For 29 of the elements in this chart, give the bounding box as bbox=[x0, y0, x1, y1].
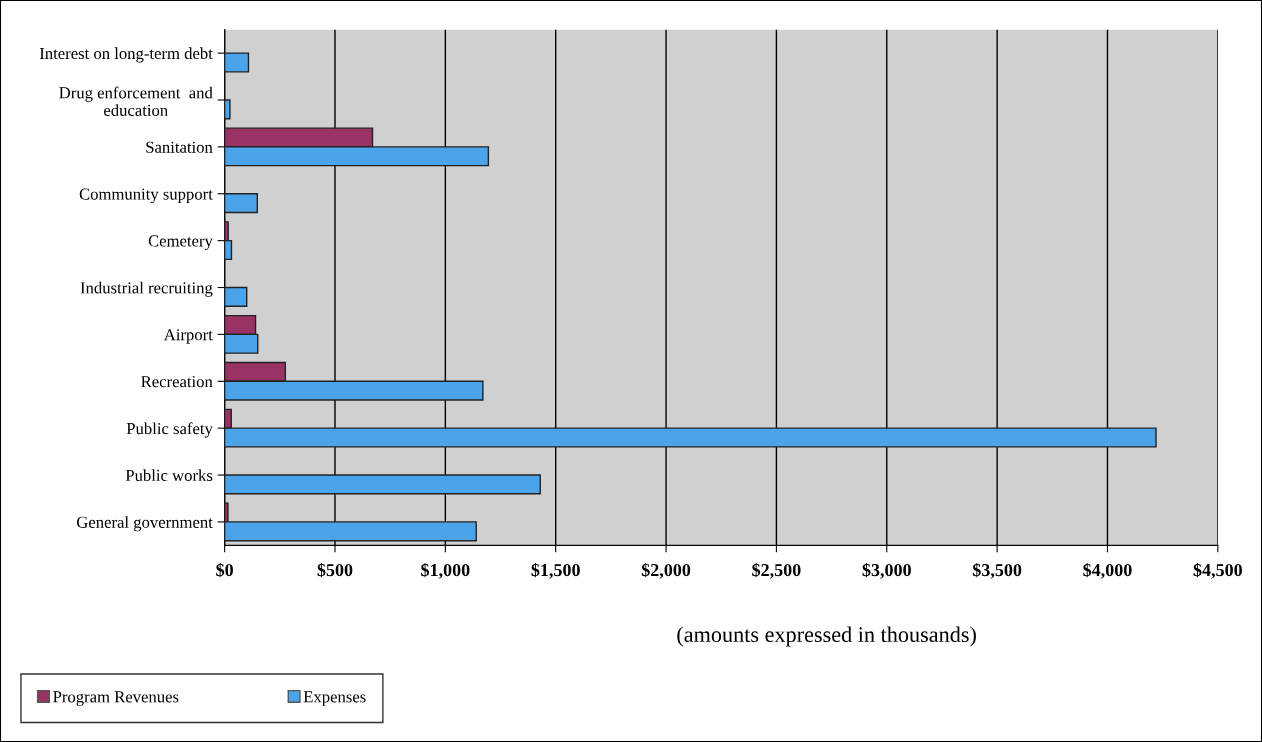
legend-label: Program Revenues bbox=[53, 691, 179, 706]
x-tick-label: $4,000 bbox=[1083, 562, 1132, 579]
bar bbox=[224, 52, 250, 73]
bar bbox=[224, 99, 231, 120]
y-tick-label: Cemetery bbox=[148, 235, 213, 250]
y-tick-label: General government bbox=[77, 516, 213, 532]
x-tick-label: $500 bbox=[317, 562, 353, 578]
x-tick-label: $1,500 bbox=[531, 562, 580, 579]
y-tick-label: Public safety bbox=[126, 422, 213, 438]
y-tick-label: Public works bbox=[125, 469, 213, 481]
y-tick-label: Recreation bbox=[141, 376, 213, 388]
text: (amounts expressed in thousands) bbox=[677, 626, 976, 647]
bar bbox=[224, 474, 541, 495]
y-tick-label: Community support bbox=[79, 188, 213, 204]
y-tick-label: Sanitation bbox=[146, 141, 213, 153]
x-tick-label: $3,500 bbox=[972, 562, 1022, 579]
y-tick-label: Airport bbox=[163, 329, 213, 344]
legend-label: Expenses bbox=[303, 691, 366, 706]
bar bbox=[224, 286, 248, 307]
x-tick-label: $4,500 bbox=[1193, 562, 1242, 579]
x-tick-label: $1,000 bbox=[421, 562, 470, 579]
y-tick-label: Industrial recruiting bbox=[80, 281, 213, 297]
bar bbox=[224, 193, 258, 214]
x-tick-label: $2,000 bbox=[641, 562, 691, 579]
x-tick-label: $2,500 bbox=[752, 562, 801, 579]
y-tick-label: Drug enforcement and education bbox=[59, 86, 213, 116]
x-tick-label: $0 bbox=[216, 562, 233, 578]
x-tick-label: $3,000 bbox=[862, 562, 911, 579]
y-tick-label: Interest on long-term debt bbox=[39, 47, 213, 63]
